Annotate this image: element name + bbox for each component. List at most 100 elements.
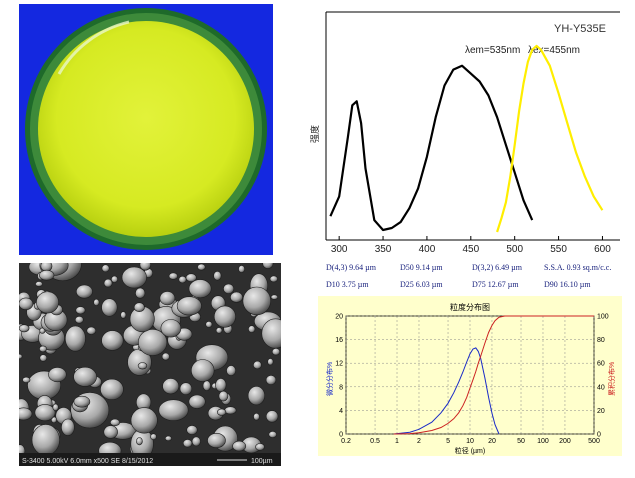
psd-x-tick-label: 100 [537, 438, 549, 445]
stat-d90: D90 16.10 µm [544, 280, 591, 289]
sem-particle [223, 283, 235, 294]
sem-particle [238, 265, 245, 273]
sem-particle [213, 305, 236, 328]
stat-d10: D10 3.75 µm [326, 280, 369, 289]
sem-particle [101, 330, 124, 351]
stat-d25: D25 6.03 µm [400, 280, 443, 289]
excitation-curve [496, 44, 604, 233]
sem-particle [267, 358, 274, 366]
psd-x-tick-label: 50 [517, 438, 525, 445]
sem-particle [39, 345, 47, 353]
sem-particle [139, 263, 151, 271]
spectrum-chart: YH-Y535E λem=535nm λex=455nm 强度 300 350 40… [300, 8, 620, 260]
sem-particle [215, 327, 223, 334]
sem-scale-label: 100µm [251, 458, 273, 465]
psd-y-left-tick-label: 4 [339, 408, 343, 415]
sem-particle [262, 263, 274, 269]
sem-particle [39, 354, 48, 362]
sem-micrograph: S-3400 5.00kV 6.0mm x500 SE 8/15/2012 100… [19, 263, 281, 466]
sem-particle [159, 291, 176, 306]
spectrum-x-tick-label: 450 [462, 244, 479, 255]
spectrum-x-tick-label: 350 [375, 244, 392, 255]
sem-particle [48, 367, 67, 383]
sem-particle [133, 302, 145, 313]
psd-y-left-tick-label: 12 [335, 361, 343, 368]
sem-particle [178, 275, 187, 284]
sem-particle [36, 291, 59, 314]
sem-particle [101, 264, 110, 273]
sem-particle [247, 386, 265, 406]
sem-particle [268, 431, 277, 439]
sem-particle [103, 278, 113, 288]
spectrum-ex-label: λex=455nm [528, 45, 580, 56]
spectrum-x-tick-label: 550 [550, 244, 567, 255]
psd-title: 粒度分布图 [450, 302, 490, 312]
sem-particle [138, 329, 168, 356]
sem-particle [217, 408, 227, 416]
sem-particle [75, 306, 86, 315]
sem-particle [158, 399, 189, 421]
sem-particle [224, 406, 237, 415]
sem-particle [93, 298, 100, 307]
psd-y-right-tick-label: 20 [597, 408, 605, 415]
sem-particle [35, 281, 43, 287]
sem-particle [19, 297, 34, 310]
sem-particle [150, 433, 157, 440]
sem-particle [162, 378, 180, 395]
sem-particle [74, 315, 84, 324]
stat-d43: D(4,3) 9.64 µm [326, 263, 376, 272]
sem-particle [61, 418, 75, 436]
differential-distribution-curve [393, 347, 500, 435]
sem-particle [182, 439, 193, 448]
sem-particle [168, 272, 178, 280]
sem-particle [197, 263, 206, 271]
emission-curve [329, 64, 534, 232]
psd-y-right-tick-label: 100 [597, 314, 609, 321]
sem-particle [136, 437, 143, 446]
psd-x-tick-label: 0.2 [341, 438, 351, 445]
sem-particle [101, 298, 118, 317]
psd-ylabel-left: 微分分布% [325, 362, 334, 396]
psd-y-right-tick-label: 80 [597, 337, 605, 344]
psd-y-left-tick-label: 20 [335, 314, 343, 321]
sem-particle [242, 286, 272, 316]
sem-info-bar [19, 453, 281, 466]
spectrum-x-tick-label: 400 [419, 244, 436, 255]
sem-particle [230, 291, 243, 303]
psd-ylabel-right: 累积分布% [607, 362, 616, 396]
phosphor-powder [38, 21, 254, 237]
sem-particle [34, 404, 56, 422]
sem-particle [121, 266, 147, 289]
psd-x-tick-label: 1 [395, 438, 399, 445]
psd-y-left-tick-label: 16 [335, 337, 343, 344]
psd-x-tick-label: 2 [417, 438, 421, 445]
spectrum-x-tick-label: 600 [594, 244, 611, 255]
sem-particle [111, 275, 119, 283]
sem-particle [176, 296, 202, 316]
sem-particle [213, 271, 222, 281]
sem-particle [86, 326, 97, 335]
psd-x-tick-label: 200 [559, 438, 571, 445]
sem-particle [191, 359, 215, 382]
sem-particle [76, 284, 93, 299]
sem-particle [110, 418, 121, 427]
sem-particle [19, 407, 33, 421]
sem-particle [226, 365, 236, 376]
sem-caption: S-3400 5.00kV 6.0mm x500 SE 8/15/2012 [22, 458, 153, 465]
psd-y-right-tick-label: 60 [597, 361, 605, 368]
stat-d50: D50 9.14 µm [400, 263, 443, 272]
sem-particle [186, 425, 198, 435]
particle-size-distribution-chart: 粒度分布图 粒径 (µm) 微分分布% 累积分布% 0.2 0.5 1 2 5 10 20 5… [318, 296, 622, 456]
psd-plot-area [345, 315, 595, 435]
psd-y-right-tick-label: 0 [597, 432, 601, 439]
spectrum-ylabel: 强度 [309, 125, 320, 143]
sem-particle [205, 321, 213, 328]
particle-statistics: D(4,3) 9.64 µm D50 9.14 µm D(3,2) 6.49 µ… [322, 258, 622, 294]
sem-particle [73, 366, 97, 387]
psd-x-tick-label: 500 [588, 438, 600, 445]
sem-particle [135, 287, 146, 299]
sem-particle [52, 403, 59, 412]
spectrum-x-tick-label: 500 [506, 244, 523, 255]
sem-particle [164, 435, 172, 442]
sem-particle [232, 440, 247, 452]
